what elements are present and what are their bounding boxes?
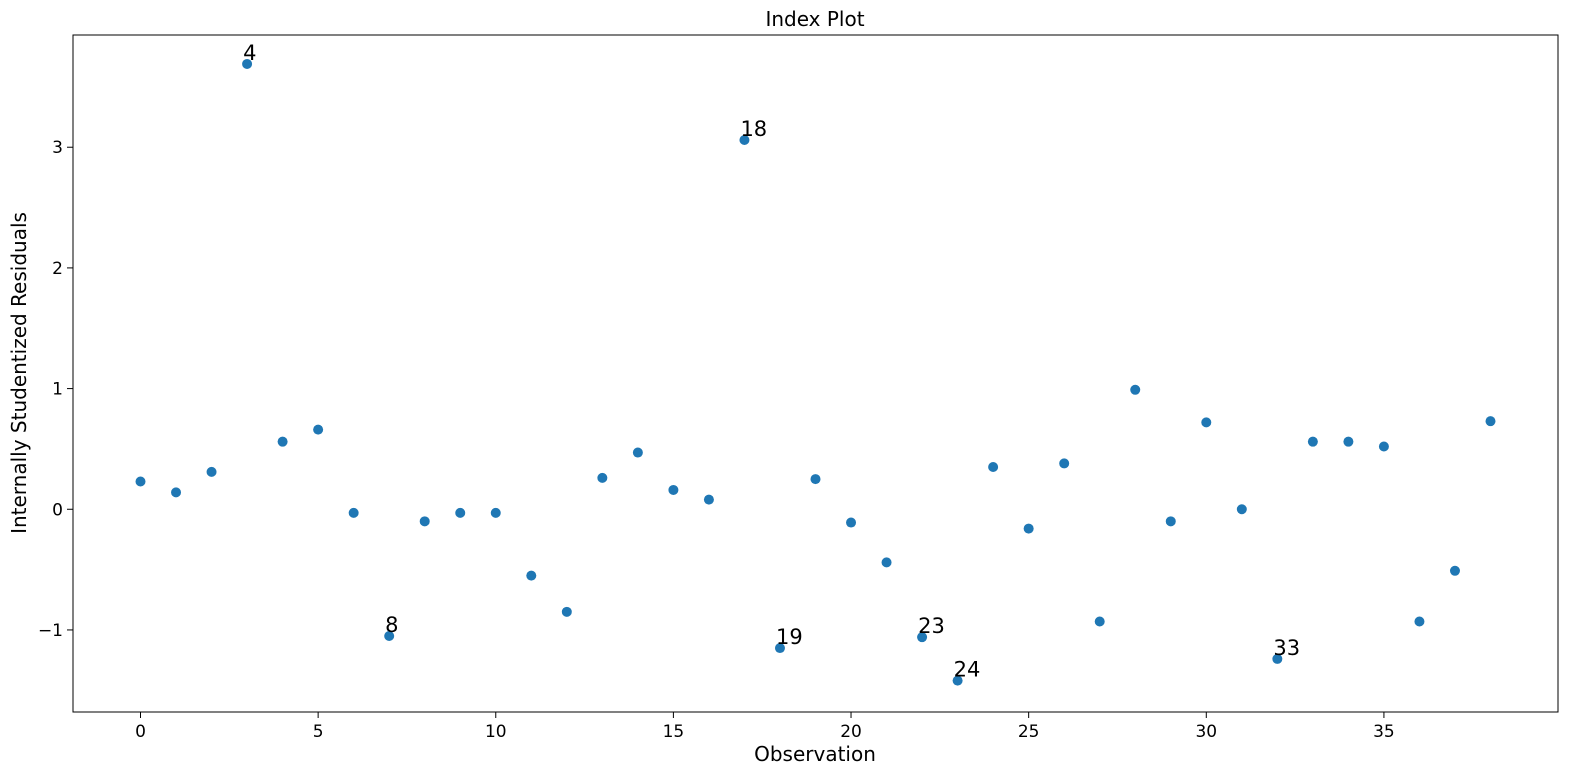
data-point — [348, 507, 359, 518]
data-point — [1165, 516, 1176, 527]
data-point — [277, 436, 288, 447]
data-point — [171, 487, 182, 498]
data-point — [632, 447, 643, 458]
data-point — [1449, 565, 1460, 576]
data-point — [490, 507, 501, 518]
data-point — [703, 494, 714, 505]
point-annotation: 4 — [243, 41, 256, 65]
data-point — [846, 517, 857, 528]
data-point — [739, 134, 750, 145]
data-point — [1343, 436, 1354, 447]
data-point — [419, 516, 430, 527]
point-annotation: 33 — [1273, 636, 1300, 660]
data-point — [881, 557, 892, 568]
data-point — [1201, 417, 1212, 428]
x-tick-label: 20 — [840, 722, 862, 742]
data-point — [1307, 436, 1318, 447]
data-point — [1414, 616, 1425, 627]
x-tick-label: 0 — [135, 722, 146, 742]
data-point — [774, 643, 785, 654]
data-point — [597, 472, 608, 483]
x-tick-label: 15 — [663, 722, 685, 742]
data-point — [561, 606, 572, 617]
data-point — [1130, 384, 1141, 395]
x-tick-label: 30 — [1195, 722, 1217, 742]
y-axis-label: Internally Studentized Residuals — [7, 212, 31, 534]
data-point — [952, 675, 963, 686]
data-point — [1059, 458, 1070, 469]
chart-title: Index Plot — [765, 7, 864, 31]
x-axis-label: Observation — [754, 742, 876, 766]
y-tick-label: 3 — [52, 138, 63, 158]
y-tick-label: −1 — [38, 621, 63, 641]
x-tick-label: 10 — [485, 722, 507, 742]
x-tick-label: 5 — [313, 722, 324, 742]
y-tick-label: 0 — [52, 500, 63, 520]
point-annotation: 18 — [740, 117, 767, 141]
y-axis: −1 0 1 2 3 — [38, 138, 73, 641]
data-point — [917, 632, 928, 643]
point-annotation: 8 — [385, 613, 398, 637]
plot-marks — [135, 58, 1496, 686]
data-point — [1378, 441, 1389, 452]
data-point — [384, 630, 395, 641]
x-tick-label: 35 — [1373, 722, 1395, 742]
data-point — [1272, 653, 1283, 664]
data-point — [455, 507, 466, 518]
point-annotation: 23 — [918, 614, 945, 638]
data-point — [135, 476, 146, 487]
y-tick-label: 2 — [52, 259, 63, 279]
data-point — [313, 424, 324, 435]
data-point — [526, 570, 537, 581]
data-point — [1485, 416, 1496, 427]
y-tick-label: 1 — [52, 380, 63, 400]
data-point — [1094, 616, 1105, 627]
data-point — [988, 462, 999, 473]
point-annotation: 24 — [954, 658, 981, 682]
point-annotation: 19 — [776, 625, 803, 649]
data-point — [242, 58, 253, 69]
x-tick-label: 25 — [1018, 722, 1040, 742]
point-annotations: 4 18 8 19 23 24 33 — [243, 41, 1300, 682]
x-axis: 0 5 10 15 20 25 30 35 — [135, 712, 1395, 742]
data-point — [810, 474, 821, 485]
data-point — [206, 466, 217, 477]
data-point — [668, 484, 679, 495]
plot-frame — [72, 34, 1559, 713]
data-point — [1023, 523, 1034, 534]
data-point — [1236, 504, 1247, 515]
